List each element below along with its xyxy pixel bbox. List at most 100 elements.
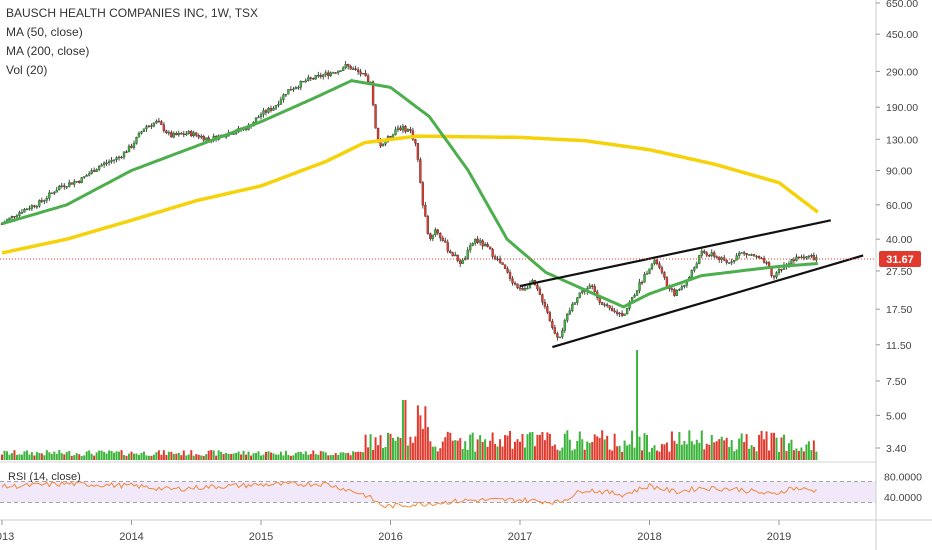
candle-body [693,267,696,271]
volume-bar [75,453,78,460]
symbol-title[interactable]: BAUSCH HEALTH COMPANIES INC, 1W, TSX [6,6,259,20]
volume-bar [267,451,270,460]
volume-bar [379,435,382,460]
volume-bar [421,428,424,460]
candle-body [690,270,693,278]
volume-bar [613,433,616,460]
candle-body [125,151,128,153]
candle-body [43,200,46,202]
candle-body [78,181,81,183]
volume-bar [578,431,581,460]
candle-body [312,78,315,80]
candle-body [757,256,761,259]
lower-channel-line[interactable] [552,254,864,349]
rsi-legend[interactable]: RSI (14, close) [8,471,81,483]
volume-bar [299,452,302,460]
volume-bar [157,450,160,460]
candle-body [292,88,295,91]
candle-body [419,159,422,183]
candle-body [752,254,756,257]
volume-bar [411,442,414,460]
candle-body [319,74,322,77]
candle-body [20,211,24,214]
candle-body [35,206,39,208]
volume-bar [446,431,449,460]
volume-bar [591,441,594,460]
volume-bars [1,350,818,460]
volume-bar [45,450,48,460]
volume-bar [13,450,16,460]
candle-body [740,252,743,254]
price-tick-label: 130.00 [886,134,918,146]
candle-body [200,136,203,138]
candle-body [474,238,477,244]
candle-body [713,252,716,257]
volume-bar [474,451,477,460]
volume-bar [800,447,803,460]
candle-body [576,297,579,303]
candle-body [451,252,454,257]
legend-ma200[interactable]: MA (200, close) [6,44,90,58]
candle-body [406,129,410,132]
candle-body [409,129,412,131]
candle-body [613,310,616,313]
time-tick-label: 2017 [508,531,532,543]
rsi-axis[interactable]: 80.0000 40.0000 [884,471,922,504]
volume-bar [287,454,290,460]
candle-body [466,249,469,259]
candle-body [745,253,748,255]
volume-bar [222,454,225,460]
candle-body [304,80,307,83]
time-axis[interactable]: 2013 2014 2015 2016 2017 2018 2019 [0,520,791,543]
volume-bar [646,434,649,460]
volume-bar [297,451,300,460]
volume-bar [521,433,524,460]
candle-body [282,94,285,100]
candle-body [254,117,258,123]
volume-bar [98,450,101,460]
legend-ma50[interactable]: MA (50, close) [6,25,83,39]
candle-body [68,182,71,187]
candle-body [658,263,661,268]
volume-bar [257,451,260,460]
candle-body [429,233,432,239]
upper-channel-line[interactable] [519,219,832,288]
candle-body [663,272,666,278]
volume-bar [30,452,33,460]
candle-body [58,186,61,191]
candle-body [33,205,36,207]
candle-body [73,181,76,185]
candle-body [680,286,684,290]
price-axis[interactable]: 650.00 450.00 290.00 190.00 130.00 90.00 60.00… [876,0,918,455]
volume-bar [302,454,305,460]
candle-body [309,77,312,79]
volume-bar [698,442,701,460]
candle-body [678,289,681,291]
volume-bar [137,455,140,460]
volume-bar [608,449,611,460]
volume-bar [3,450,6,460]
candle-body [618,312,621,315]
volume-bar [665,442,668,460]
candle-body [92,170,96,172]
volume-bar [195,454,198,460]
volume-bar [18,454,21,460]
legend-vol[interactable]: Vol (20) [6,63,48,77]
volume-bar [180,455,183,460]
volume-bar [583,449,586,460]
volume-bar [103,451,106,460]
volume-bar [636,350,639,460]
volume-bar [797,450,800,460]
candle-body [797,256,801,259]
volume-bar [745,434,748,460]
candle-body [157,120,161,123]
volume-bar [289,455,292,460]
volume-bar [506,435,509,460]
volume-bar [155,452,158,460]
rsi-bounds [0,481,876,503]
volume-bar [451,440,454,460]
candle-body [588,285,591,289]
candle-body [112,159,116,161]
candle-body [182,133,185,135]
